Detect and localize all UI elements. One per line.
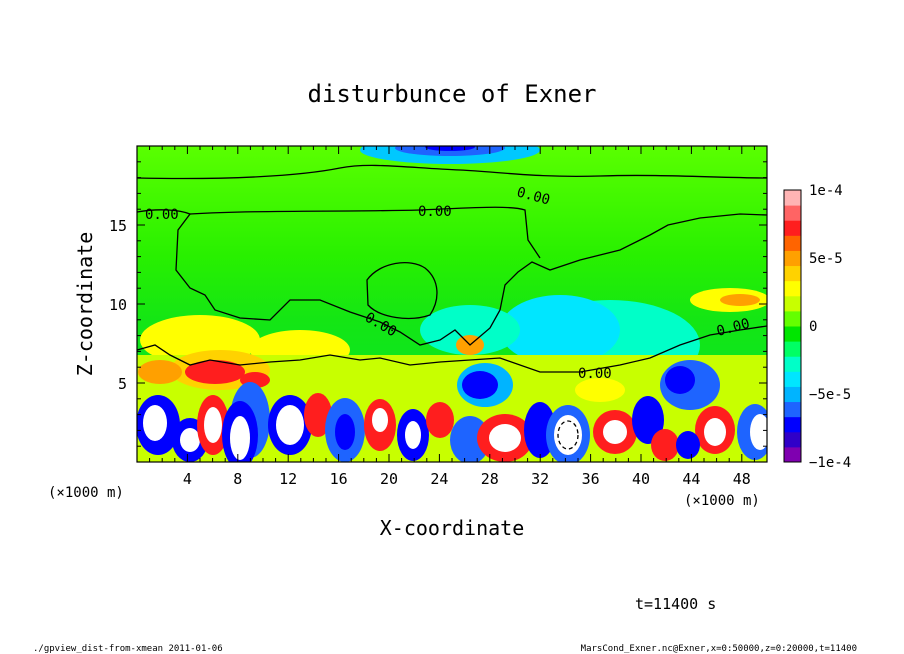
- y-tick-label: 10: [109, 296, 127, 314]
- colorbar: 1e-4 5e-5 0 −5e-5 −1e-4: [783, 183, 851, 471]
- footer-left: ./gpview_dist-from-xmean 2011-01-06: [33, 644, 223, 654]
- contour-label: 0.00: [418, 204, 452, 220]
- x-tick-label: 16: [330, 470, 348, 488]
- colorbar-label: 5e-5: [809, 251, 843, 267]
- x-tick-label: 48: [733, 470, 751, 488]
- field-blob: [720, 294, 760, 306]
- x-tick-label: 32: [531, 470, 549, 488]
- colorbar-swatch: [784, 205, 801, 221]
- colorbar-swatch: [784, 386, 801, 403]
- colorbar-swatch: [784, 356, 801, 372]
- footer-right: MarsCond_Exner.nc@Exner,x=0:50000,z=0:20…: [581, 644, 857, 654]
- colorbar-frame: [783, 189, 802, 463]
- field-blob: [138, 360, 182, 384]
- field-blob: [304, 393, 332, 437]
- field-blob: [230, 416, 250, 460]
- colorbar-label: 1e-4: [809, 183, 843, 199]
- colorbar-swatch: [784, 310, 801, 327]
- field-blob: [500, 295, 620, 365]
- colorbar-swatch: [784, 371, 801, 387]
- field-blob: [426, 402, 454, 438]
- chart-title: disturbunce of Exner: [308, 80, 597, 108]
- field-blob: [750, 414, 767, 450]
- colorbar-swatch: [784, 235, 801, 251]
- contour-lines: [137, 164, 767, 450]
- field-blob: [665, 366, 695, 394]
- contour-line: [137, 209, 767, 346]
- x-tick-label: 8: [233, 470, 242, 488]
- field-blob: [632, 396, 664, 444]
- field-blob: [462, 371, 498, 399]
- contour-line: [189, 206, 541, 259]
- x-tick-label: 24: [430, 470, 448, 488]
- field-blob: [420, 305, 520, 355]
- field-blob: [143, 405, 167, 441]
- x-tick-label: 12: [279, 470, 297, 488]
- colorbar-swatch: [784, 446, 801, 463]
- contour-label: 0.00: [145, 207, 179, 223]
- contour-line: [366, 262, 438, 320]
- time-label: t=11400 s: [635, 595, 716, 613]
- x-unit-label-left: (×1000 m): [48, 485, 124, 501]
- field-blob: [180, 428, 200, 452]
- x-axis-ticks: 4 8 12 16 20 24 28 32 36 40 44 48: [149, 146, 755, 488]
- field-blob: [676, 431, 700, 459]
- x-tick-label: 4: [183, 470, 192, 488]
- x-tick-label: 40: [632, 470, 650, 488]
- colorbar-label: 0: [809, 319, 817, 335]
- y-axis-label: Z-coordinate: [73, 232, 97, 377]
- field-blob: [335, 414, 355, 450]
- contour-line: [557, 420, 579, 450]
- x-tick-label: 44: [682, 470, 700, 488]
- colorbar-swatch: [784, 431, 801, 448]
- heatmap-field: [137, 146, 767, 462]
- colorbar-swatch: [784, 190, 801, 206]
- x-tick-label: 36: [582, 470, 600, 488]
- field-blob: [704, 418, 726, 446]
- colorbar-swatch: [784, 265, 801, 282]
- colorbar-swatch: [784, 295, 801, 312]
- colorbar-label: −5e-5: [809, 387, 851, 403]
- contour-label: 0.00: [578, 366, 612, 382]
- colorbar-swatch: [784, 250, 801, 267]
- x-tick-label: 20: [380, 470, 398, 488]
- colorbar-swatch: [784, 220, 801, 236]
- contour-line: [137, 325, 767, 373]
- x-tick-label: 28: [481, 470, 499, 488]
- colorbar-swatch: [784, 401, 801, 418]
- field-blob: [575, 378, 625, 402]
- field-blob: [276, 405, 304, 445]
- colorbar-swatch: [784, 326, 801, 342]
- field-blob: [425, 146, 475, 151]
- y-tick-label: 5: [118, 375, 127, 393]
- field-blob: [603, 420, 627, 444]
- colorbar-swatch: [784, 280, 801, 297]
- x-axis-label: X-coordinate: [380, 516, 525, 540]
- field-blob: [185, 360, 245, 384]
- y-axis-ticks: 5 10 15: [109, 161, 767, 447]
- field-blob: [405, 421, 421, 449]
- field-blob: [204, 407, 222, 443]
- field-blob: [372, 408, 388, 432]
- field-blob: [489, 424, 521, 452]
- field-blob: [651, 429, 679, 461]
- x-unit-label-right: (×1000 m): [684, 493, 760, 509]
- colorbar-swatch: [784, 341, 801, 357]
- y-tick-label: 15: [109, 217, 127, 235]
- colorbar-swatch: [784, 416, 801, 433]
- contour-line: [137, 164, 767, 180]
- colorbar-label: −1e-4: [809, 455, 851, 471]
